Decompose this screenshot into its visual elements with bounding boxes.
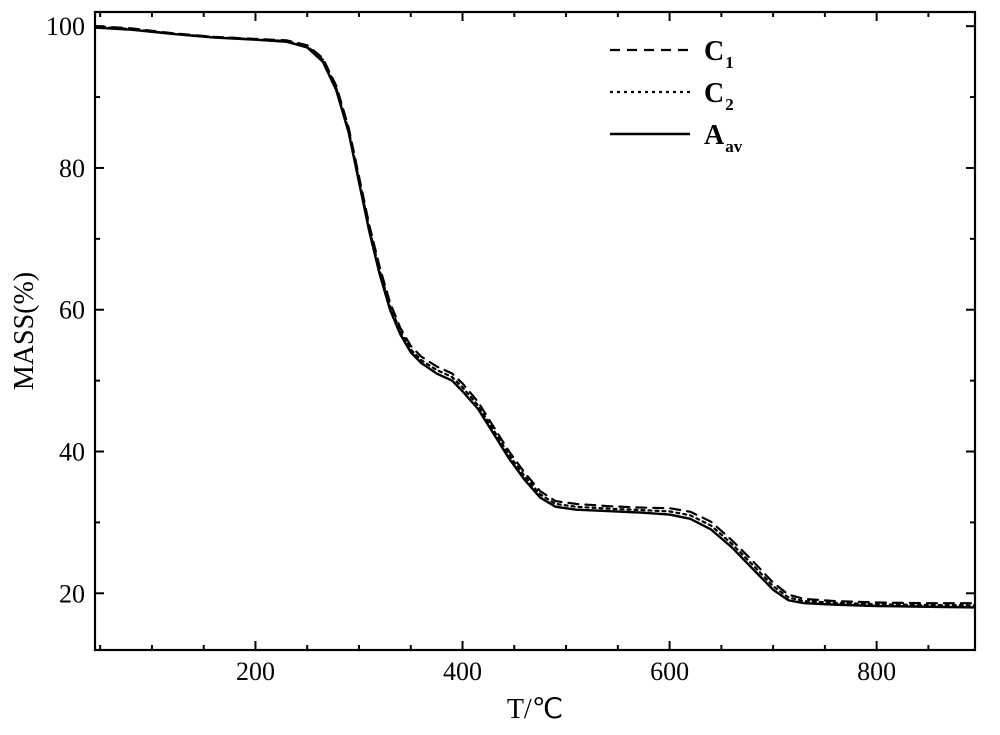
x-tick-label: 600 <box>650 657 689 686</box>
x-tick-label: 800 <box>857 657 896 686</box>
chart-container: 20040060080020406080100T/℃MASS(%)C1C2Aav <box>0 0 1000 735</box>
x-tick-label: 400 <box>443 657 482 686</box>
y-axis-title: MASS(%) <box>9 272 40 390</box>
y-tick-label: 60 <box>59 296 85 325</box>
tga-chart: 20040060080020406080100T/℃MASS(%)C1C2Aav <box>0 0 1000 735</box>
x-tick-label: 200 <box>236 657 275 686</box>
y-tick-label: 80 <box>59 154 85 183</box>
x-axis-title: T/℃ <box>507 694 563 725</box>
y-tick-label: 20 <box>59 579 85 608</box>
y-tick-label: 100 <box>46 12 85 41</box>
y-tick-label: 40 <box>59 438 85 467</box>
chart-background <box>0 0 1000 735</box>
